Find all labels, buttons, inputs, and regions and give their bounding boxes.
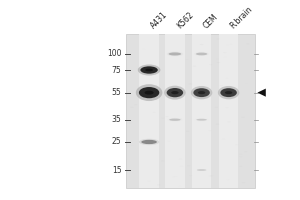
Ellipse shape [167, 118, 182, 121]
Ellipse shape [191, 86, 212, 99]
Ellipse shape [138, 64, 161, 76]
Ellipse shape [139, 87, 159, 98]
Text: 35: 35 [112, 115, 122, 124]
Ellipse shape [139, 139, 159, 145]
Ellipse shape [169, 52, 181, 55]
Ellipse shape [196, 53, 207, 55]
Ellipse shape [225, 91, 232, 94]
Text: 75: 75 [112, 66, 122, 75]
Ellipse shape [195, 169, 208, 171]
Ellipse shape [218, 86, 239, 99]
Ellipse shape [197, 169, 206, 171]
Ellipse shape [145, 69, 153, 71]
Ellipse shape [220, 88, 237, 97]
Ellipse shape [196, 119, 207, 121]
Text: 15: 15 [112, 166, 122, 175]
Text: A431: A431 [149, 10, 169, 31]
Ellipse shape [171, 91, 178, 94]
Text: R.brain: R.brain [229, 5, 254, 31]
Text: 55: 55 [112, 88, 122, 97]
Bar [139, 34, 159, 188]
Bar [126, 34, 255, 188]
Ellipse shape [169, 119, 181, 121]
Text: K562: K562 [175, 11, 195, 31]
Ellipse shape [167, 52, 183, 56]
Ellipse shape [140, 66, 158, 74]
Ellipse shape [167, 88, 183, 97]
Text: 100: 100 [107, 49, 122, 58]
Ellipse shape [194, 52, 209, 56]
Ellipse shape [198, 91, 205, 94]
Ellipse shape [195, 118, 208, 121]
Polygon shape [257, 89, 266, 97]
Bar [219, 34, 239, 188]
Bar [165, 34, 184, 188]
Ellipse shape [194, 88, 210, 97]
Ellipse shape [164, 86, 186, 100]
Text: CEM: CEM [202, 13, 220, 31]
Ellipse shape [145, 91, 154, 95]
Ellipse shape [136, 84, 162, 101]
Bar [192, 34, 212, 188]
Text: 25: 25 [112, 137, 122, 146]
Ellipse shape [141, 140, 157, 144]
